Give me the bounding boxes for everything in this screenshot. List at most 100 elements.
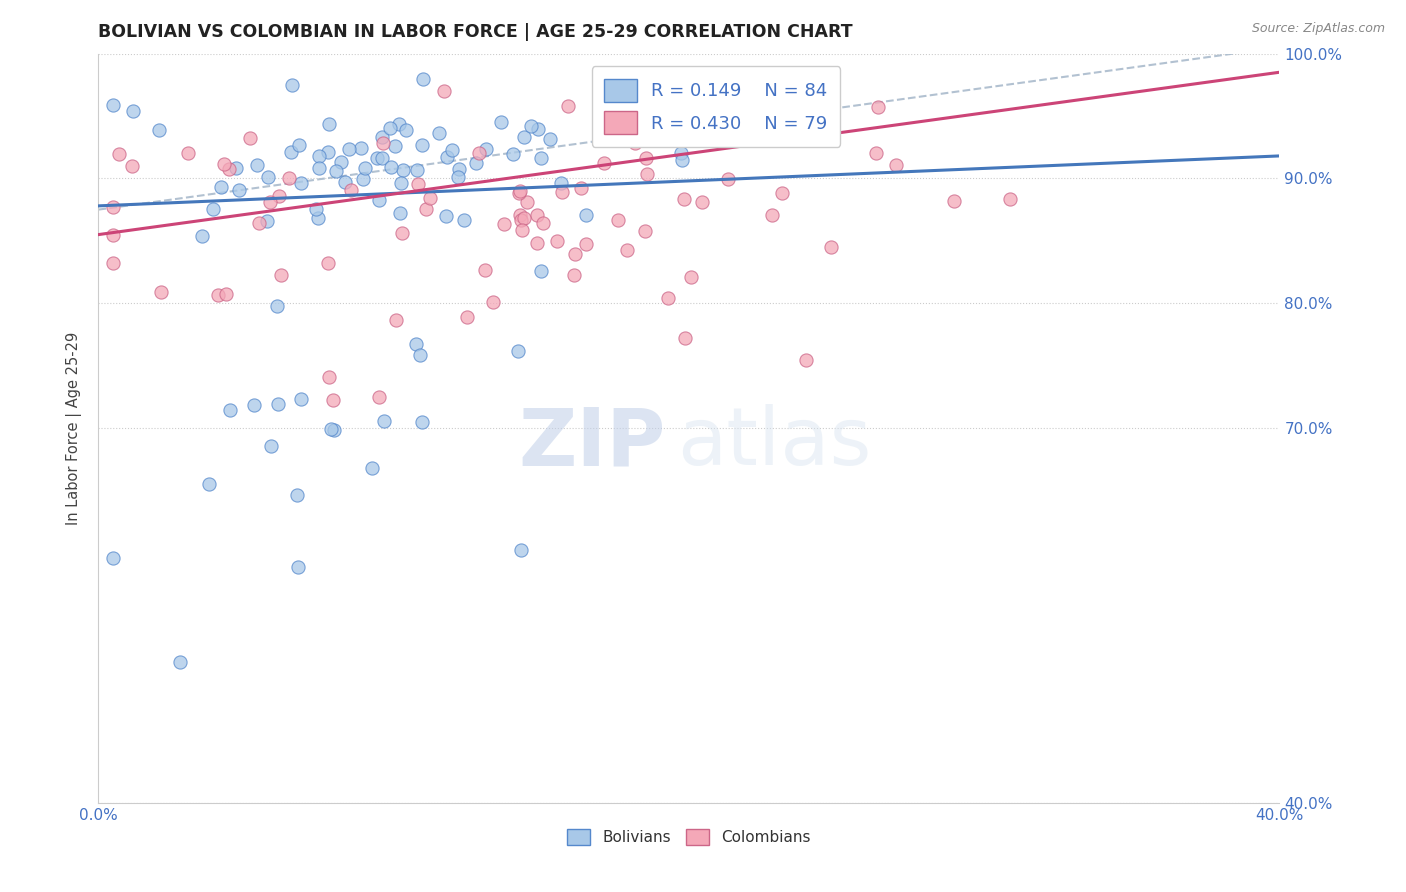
Point xyxy=(510,223,533,237)
Point xyxy=(449,162,471,177)
Point xyxy=(333,175,356,189)
Point xyxy=(316,255,339,269)
Point xyxy=(260,438,283,452)
Point xyxy=(761,208,783,222)
Point xyxy=(575,208,598,222)
Point xyxy=(513,130,536,145)
Point xyxy=(148,122,170,136)
Point xyxy=(673,192,696,206)
Point xyxy=(569,181,592,195)
Point xyxy=(409,348,432,362)
Point xyxy=(330,154,353,169)
Point xyxy=(673,331,696,345)
Point xyxy=(288,137,311,152)
Point xyxy=(513,211,536,225)
Point xyxy=(415,202,437,217)
Point xyxy=(266,299,288,313)
Point xyxy=(440,144,463,158)
Point xyxy=(616,243,638,257)
Point xyxy=(636,167,658,181)
Point xyxy=(820,240,842,254)
Point xyxy=(723,123,745,137)
Point xyxy=(239,131,262,145)
Point xyxy=(103,98,125,112)
Point xyxy=(482,295,505,310)
Point xyxy=(389,176,412,190)
Point xyxy=(526,235,548,250)
Point xyxy=(378,120,401,135)
Point xyxy=(468,145,491,160)
Point xyxy=(502,147,524,161)
Point xyxy=(371,136,394,150)
Point xyxy=(214,157,236,171)
Point xyxy=(419,191,441,205)
Point xyxy=(267,188,290,202)
Point xyxy=(285,488,308,502)
Point xyxy=(659,124,682,138)
Point xyxy=(763,123,786,137)
Point xyxy=(624,136,647,151)
Point xyxy=(575,237,598,252)
Point xyxy=(794,353,817,368)
Point xyxy=(307,211,329,225)
Y-axis label: In Labor Force | Age 25-29: In Labor Force | Age 25-29 xyxy=(66,332,83,524)
Point xyxy=(531,216,554,230)
Point xyxy=(287,560,309,574)
Point xyxy=(278,170,301,185)
Point xyxy=(391,163,413,178)
Point xyxy=(259,194,281,209)
Point xyxy=(103,551,125,566)
Point xyxy=(360,461,382,475)
Point xyxy=(690,194,713,209)
Point xyxy=(318,117,340,131)
Text: Source: ZipAtlas.com: Source: ZipAtlas.com xyxy=(1251,22,1385,36)
Point xyxy=(530,151,553,165)
Point xyxy=(564,246,586,260)
Point xyxy=(202,202,225,216)
Point xyxy=(257,169,280,184)
Point xyxy=(388,206,411,220)
Point xyxy=(717,172,740,186)
Point xyxy=(316,145,339,159)
Point xyxy=(367,194,389,208)
Point xyxy=(865,145,887,160)
Point xyxy=(509,208,531,222)
Point xyxy=(509,184,531,198)
Point xyxy=(121,104,143,119)
Point xyxy=(492,217,515,231)
Point xyxy=(550,176,572,190)
Point xyxy=(366,151,388,165)
Text: atlas: atlas xyxy=(678,404,872,483)
Point xyxy=(197,476,219,491)
Point xyxy=(103,200,125,214)
Point xyxy=(391,227,413,241)
Point xyxy=(411,138,433,153)
Point xyxy=(322,392,344,407)
Point xyxy=(373,414,395,428)
Point xyxy=(209,179,232,194)
Point xyxy=(339,183,361,197)
Point xyxy=(225,161,247,176)
Point xyxy=(290,176,312,190)
Point xyxy=(215,286,238,301)
Point xyxy=(305,202,328,216)
Point xyxy=(280,145,302,160)
Point xyxy=(246,158,269,172)
Point xyxy=(943,194,966,209)
Point xyxy=(886,158,908,172)
Point xyxy=(380,160,402,174)
Point xyxy=(474,263,496,277)
Point xyxy=(207,288,229,302)
Point xyxy=(411,415,433,429)
Point xyxy=(267,397,290,411)
Point xyxy=(191,229,214,244)
Point xyxy=(489,115,512,129)
Point xyxy=(243,398,266,412)
Point xyxy=(322,423,344,437)
Point xyxy=(546,234,568,248)
Point xyxy=(108,147,131,161)
Point xyxy=(150,285,173,299)
Point xyxy=(353,161,375,176)
Point xyxy=(1000,192,1022,206)
Point xyxy=(270,268,292,282)
